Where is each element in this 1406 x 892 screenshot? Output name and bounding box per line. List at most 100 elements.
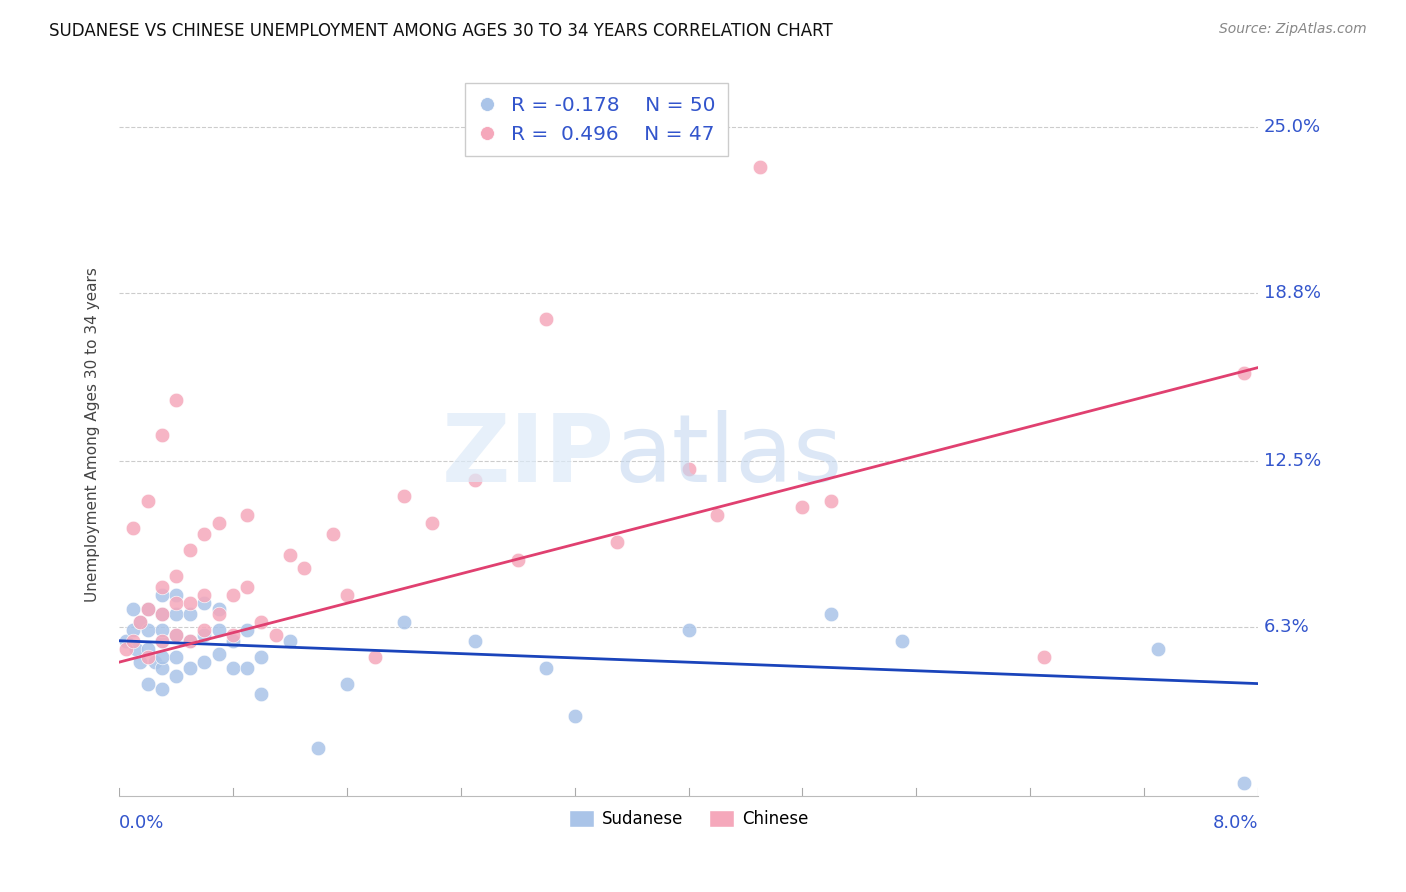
Y-axis label: Unemployment Among Ages 30 to 34 years: Unemployment Among Ages 30 to 34 years: [86, 267, 100, 602]
Point: [820, 494, 842, 508]
Text: SUDANESE VS CHINESE UNEMPLOYMENT AMONG AGES 30 TO 34 YEARS CORRELATION CHART: SUDANESE VS CHINESE UNEMPLOYMENT AMONG A…: [49, 22, 832, 40]
Point: [125, 641, 148, 656]
Point: [136, 641, 159, 656]
Point: [193, 623, 215, 637]
Point: [336, 588, 359, 602]
Point: [136, 676, 159, 690]
Point: [122, 601, 145, 615]
Point: [534, 660, 557, 674]
Point: [179, 660, 201, 674]
Point: [150, 649, 173, 664]
Point: [208, 607, 231, 621]
Point: [193, 628, 215, 642]
Point: [136, 494, 159, 508]
Point: [122, 623, 145, 637]
Text: 18.8%: 18.8%: [1264, 284, 1320, 301]
Point: [278, 548, 301, 562]
Point: [706, 508, 728, 522]
Text: 6.3%: 6.3%: [1264, 618, 1309, 636]
Point: [122, 521, 145, 535]
Point: [179, 607, 201, 621]
Point: [1233, 366, 1256, 380]
Point: [264, 628, 287, 642]
Text: Source: ZipAtlas.com: Source: ZipAtlas.com: [1219, 22, 1367, 37]
Legend: Sudanese, Chinese: Sudanese, Chinese: [562, 804, 815, 835]
Point: [208, 516, 231, 530]
Point: [208, 623, 231, 637]
Point: [150, 580, 173, 594]
Point: [165, 607, 187, 621]
Point: [222, 628, 245, 642]
Point: [236, 580, 259, 594]
Point: [748, 160, 770, 174]
Point: [250, 615, 273, 629]
Point: [179, 633, 201, 648]
Point: [564, 708, 586, 723]
Point: [792, 500, 814, 514]
Point: [165, 569, 187, 583]
Text: 8.0%: 8.0%: [1212, 814, 1258, 832]
Point: [678, 462, 700, 476]
Point: [179, 596, 201, 610]
Point: [129, 615, 152, 629]
Point: [1033, 649, 1056, 664]
Point: [115, 633, 138, 648]
Point: [1233, 775, 1256, 789]
Point: [150, 633, 173, 648]
Point: [292, 561, 315, 575]
Point: [165, 649, 187, 664]
Point: [150, 623, 173, 637]
Point: [165, 392, 187, 407]
Point: [129, 615, 152, 629]
Point: [150, 660, 173, 674]
Point: [136, 601, 159, 615]
Point: [150, 607, 173, 621]
Point: [150, 633, 173, 648]
Point: [165, 628, 187, 642]
Point: [464, 633, 486, 648]
Point: [534, 312, 557, 326]
Point: [136, 601, 159, 615]
Point: [392, 615, 415, 629]
Point: [678, 623, 700, 637]
Point: [193, 655, 215, 669]
Point: [250, 687, 273, 701]
Point: [222, 660, 245, 674]
Point: [278, 633, 301, 648]
Point: [165, 596, 187, 610]
Point: [129, 655, 152, 669]
Point: [122, 633, 145, 648]
Text: ZIP: ZIP: [441, 410, 614, 502]
Text: 12.5%: 12.5%: [1264, 452, 1322, 470]
Point: [136, 623, 159, 637]
Point: [165, 628, 187, 642]
Point: [364, 649, 387, 664]
Point: [820, 607, 842, 621]
Point: [322, 526, 344, 541]
Text: 0.0%: 0.0%: [120, 814, 165, 832]
Point: [250, 649, 273, 664]
Point: [392, 489, 415, 503]
Point: [1147, 641, 1170, 656]
Point: [165, 588, 187, 602]
Point: [193, 588, 215, 602]
Point: [606, 534, 628, 549]
Point: [150, 681, 173, 696]
Point: [150, 427, 173, 442]
Point: [179, 633, 201, 648]
Point: [236, 508, 259, 522]
Point: [208, 647, 231, 661]
Point: [222, 633, 245, 648]
Point: [464, 473, 486, 487]
Point: [236, 660, 259, 674]
Point: [307, 740, 329, 755]
Point: [236, 623, 259, 637]
Point: [891, 633, 914, 648]
Point: [136, 649, 159, 664]
Point: [193, 526, 215, 541]
Text: atlas: atlas: [614, 410, 842, 502]
Point: [150, 588, 173, 602]
Point: [165, 668, 187, 682]
Text: 25.0%: 25.0%: [1264, 118, 1320, 136]
Point: [143, 655, 166, 669]
